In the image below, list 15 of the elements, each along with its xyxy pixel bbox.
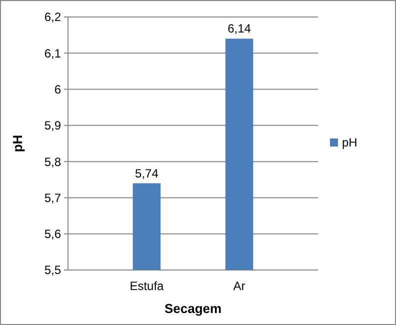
y-tick-label: 5,5 xyxy=(44,263,62,278)
y-tick-label: 5,9 xyxy=(44,118,62,133)
x-axis-title: Secagem xyxy=(164,301,222,316)
x-tick-label: Estufa xyxy=(130,279,164,293)
y-tick-label: 6,1 xyxy=(44,46,62,60)
y-tick-label: 6 xyxy=(54,82,62,96)
y-tick-label: 5,7 xyxy=(44,190,62,205)
data-label: 6,14 xyxy=(228,22,252,36)
legend-label: pH xyxy=(342,136,358,150)
y-axis-title: pH xyxy=(10,134,25,152)
y-tick-label: 6,2 xyxy=(44,10,62,24)
x-tick-label: Ar xyxy=(233,279,246,293)
data-label: 5,74 xyxy=(135,166,159,180)
y-tick-label: 5,8 xyxy=(44,154,62,169)
y-tick-label: 5,6 xyxy=(44,227,62,242)
